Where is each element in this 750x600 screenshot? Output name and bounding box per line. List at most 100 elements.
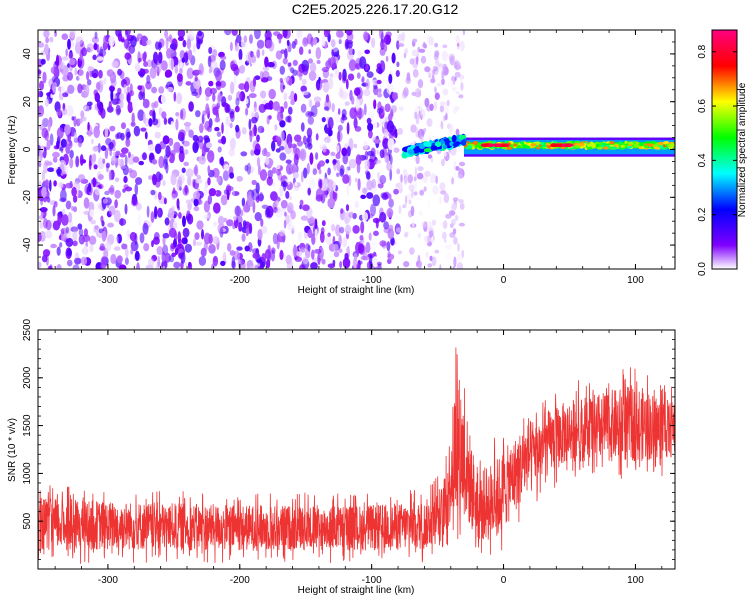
spectrogram-cell — [436, 82, 443, 87]
spectrogram-cell — [368, 232, 372, 241]
spectrogram-cell — [309, 62, 317, 73]
spectrogram-cell — [384, 103, 391, 113]
spectrogram-cell — [411, 172, 415, 177]
spectrogram-cell — [77, 137, 83, 148]
spectrogram-cell — [348, 59, 357, 71]
spectrogram-cell — [175, 102, 181, 110]
spectrogram-cell — [337, 124, 343, 132]
spectrogram-cell — [427, 154, 432, 159]
spectrogram-cell — [437, 64, 440, 73]
spectrogram-cell — [456, 253, 463, 261]
spectrogram-cell — [167, 86, 174, 92]
spectrogram-cell — [455, 166, 460, 171]
spectrogram-cell — [241, 127, 247, 135]
spectrogram-cell — [386, 241, 391, 252]
spectrogram-cell — [360, 194, 367, 199]
spectrogram-cell — [46, 161, 53, 166]
spectrogram-cell — [221, 96, 227, 107]
spectrogram-cell — [386, 207, 394, 218]
spectrogram-cell — [46, 196, 51, 203]
spectrogram-cell — [381, 193, 389, 201]
spectrogram-cell — [218, 94, 222, 100]
spectrogram-cell — [135, 177, 143, 185]
spectrogram-cell — [338, 71, 342, 81]
spectrogram-cell — [86, 101, 93, 107]
spectrogram-cell — [393, 147, 400, 153]
spectrogram-cell — [43, 30, 50, 38]
spectrogram-cell — [285, 214, 290, 224]
spectrogram-cell — [413, 191, 418, 196]
spectrogram-cell — [217, 215, 225, 226]
spectrogram-cell — [372, 256, 379, 268]
spectrogram-cell — [274, 124, 278, 131]
spectrogram-cell — [165, 145, 171, 158]
spectrogram-cell — [115, 150, 121, 156]
spectrogram-cell — [434, 92, 440, 100]
spectrogram-cell — [280, 199, 288, 209]
spectrogram-cell — [408, 184, 415, 192]
spectrogram-cell — [439, 264, 442, 269]
spectrogram-cell — [154, 65, 159, 73]
spectrogram-cell — [50, 83, 56, 95]
spectrogram-cell — [71, 186, 77, 197]
spectrogram-cell — [184, 237, 188, 244]
spectrogram-cell — [136, 262, 140, 269]
spectrogram-cell — [325, 159, 330, 164]
spectrogram-cell — [415, 88, 422, 95]
spectrogram-cell — [384, 155, 390, 164]
spectrogram-cell — [203, 135, 210, 141]
spectrogram-cell — [311, 233, 316, 245]
x-tick-label: -300 — [98, 575, 118, 586]
spectrogram-cell — [74, 257, 82, 265]
spectrogram-cell — [92, 54, 97, 61]
spectrogram-cell — [287, 140, 292, 149]
spectrogram-cell — [296, 251, 302, 257]
spectrogram-cell — [254, 212, 262, 222]
spectrogram-cell — [63, 227, 72, 239]
spectrogram-cell — [235, 215, 243, 225]
spectrogram-cell — [420, 55, 427, 64]
spectrogram-cell — [203, 186, 208, 196]
spectrogram-cell — [425, 251, 429, 258]
spectrogram-cell — [236, 246, 243, 251]
x-tick-label: -200 — [230, 575, 250, 586]
colorbar-label: Normalized spectral amplitude — [737, 82, 748, 217]
spectrogram-cell — [279, 184, 284, 197]
spectrogram-cell — [59, 147, 63, 152]
spectrogram-cell — [342, 236, 348, 248]
onset-cell — [460, 139, 467, 146]
signal-cell — [609, 141, 615, 145]
spectrogram-cell — [67, 84, 75, 95]
spectrogram-cell — [164, 217, 170, 226]
spectrogram-cell — [195, 110, 201, 118]
spectrogram-cell — [261, 253, 267, 263]
signal-cell — [513, 143, 517, 147]
snr-line — [38, 347, 675, 564]
signal-cell — [478, 145, 483, 149]
spectrogram-cell — [389, 168, 393, 181]
spectrogram-cell — [98, 174, 104, 180]
spectrogram-cell — [420, 108, 426, 119]
spectrogram-cell — [231, 30, 238, 36]
onset-cell — [444, 137, 450, 146]
spectrogram-cell — [117, 68, 123, 76]
spectrogram-cell — [187, 176, 192, 186]
spectrogram-cell — [77, 174, 86, 183]
spectrogram-cell — [90, 154, 96, 166]
spectrogram-cell — [158, 86, 165, 94]
spectrogram-cell — [300, 103, 307, 113]
spectrogram-cell — [335, 224, 341, 237]
colorbar-tick-label: 0.2 — [697, 207, 708, 221]
spectrogram-cell — [183, 121, 192, 127]
spectrogram-cell — [309, 152, 314, 165]
spectrogram-cell — [70, 226, 79, 233]
signal-cell — [624, 140, 628, 144]
snr-series — [38, 347, 675, 564]
spectrogram-cell — [207, 165, 211, 174]
spectrogram-cell — [354, 125, 362, 132]
spectrogram-cell — [150, 189, 156, 196]
spectrogram-cell — [321, 117, 326, 123]
spectrogram-cell — [48, 79, 54, 85]
spectrogram-cell — [454, 71, 461, 78]
spectrogram-cell — [151, 240, 154, 248]
